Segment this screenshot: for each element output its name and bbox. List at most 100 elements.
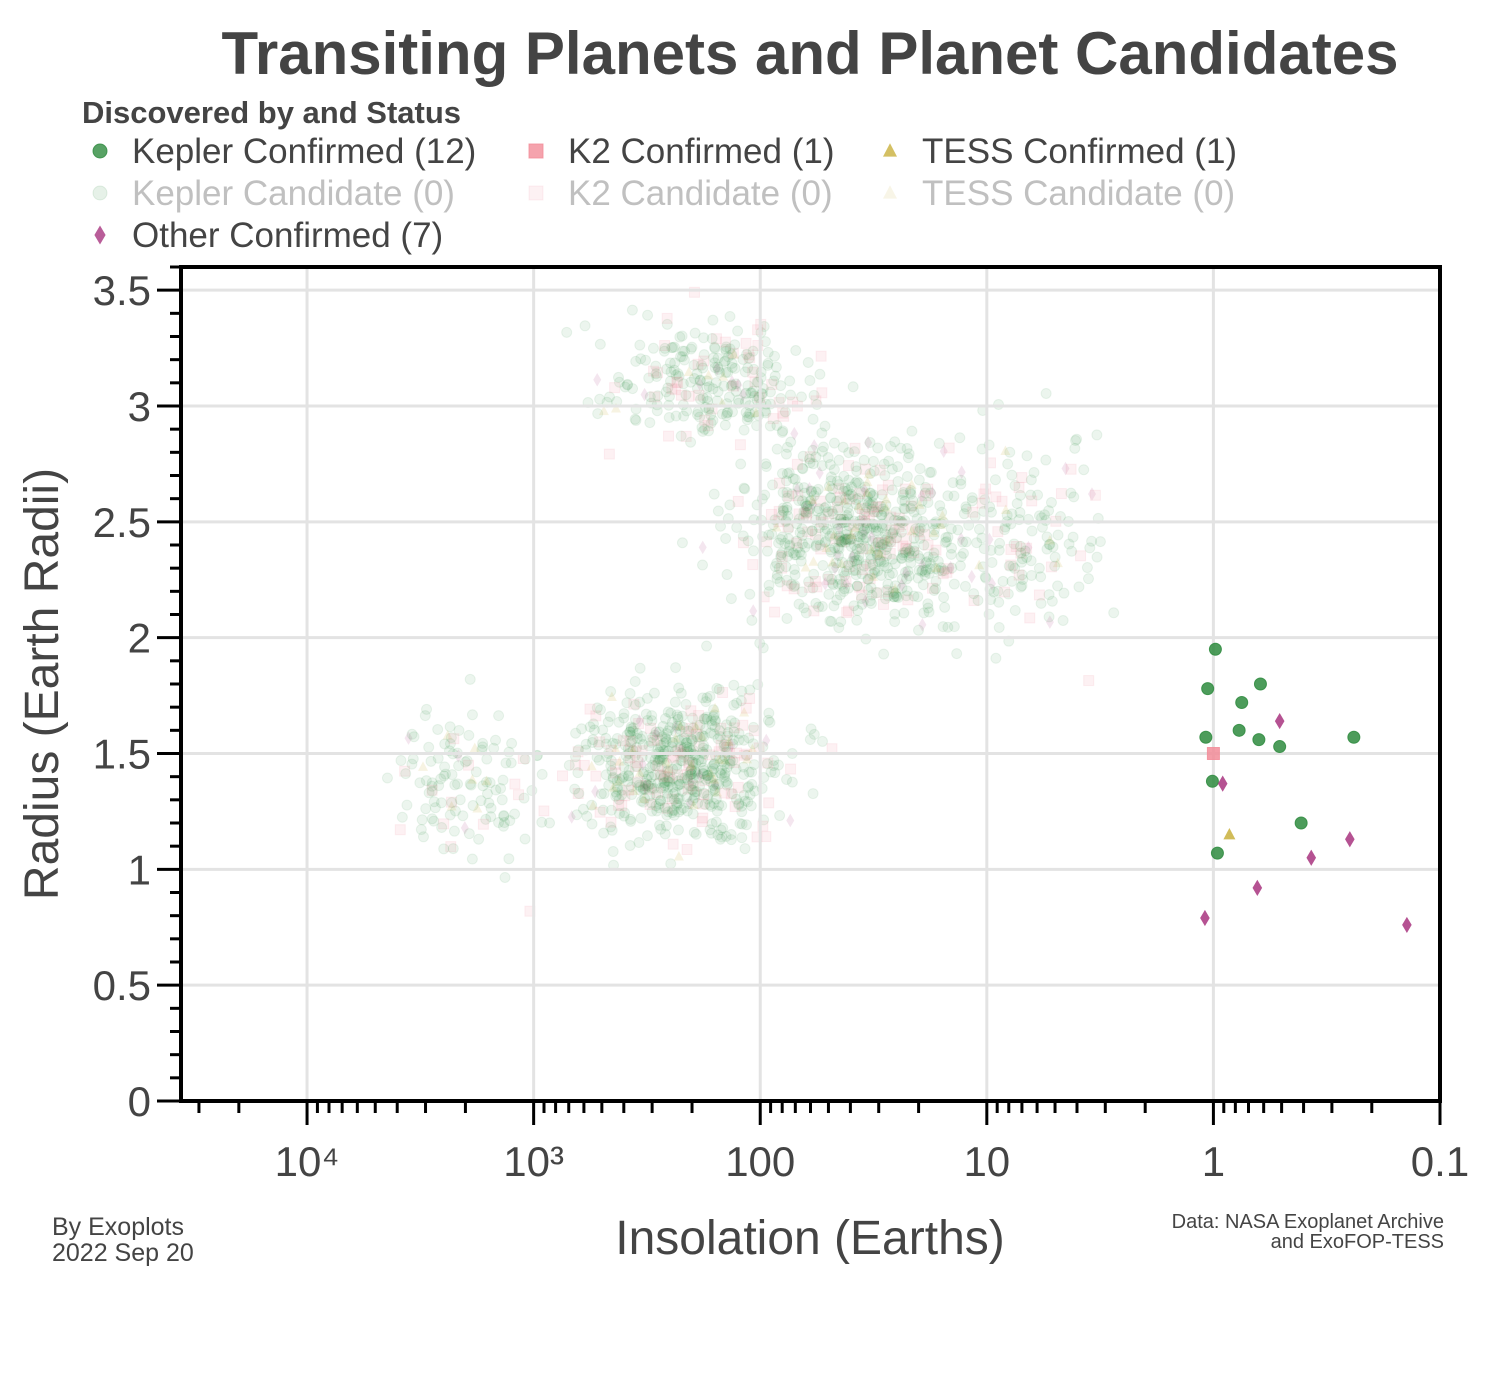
candidate-point — [645, 736, 657, 748]
candidate-point — [831, 475, 843, 487]
candidate-point — [808, 605, 820, 617]
candidate-point — [652, 726, 661, 741]
candidate-point — [708, 709, 720, 721]
data-point — [1306, 849, 1317, 866]
candidate-point — [769, 350, 781, 362]
candidate-point — [544, 817, 556, 829]
candidate-point — [687, 734, 699, 746]
candidate-point — [993, 596, 1005, 608]
candidate-point — [616, 784, 628, 796]
candidate-point — [436, 821, 448, 833]
candidate-point — [683, 798, 695, 810]
candidate-point — [635, 714, 644, 728]
candidate-point — [895, 442, 907, 454]
candidate-point — [641, 830, 653, 842]
candidate-point — [721, 569, 733, 581]
candidate-point — [874, 464, 886, 476]
candidate-point — [788, 583, 800, 595]
candidate-point — [948, 621, 960, 633]
candidate-point — [835, 514, 847, 526]
candidate-point — [444, 809, 456, 821]
candidate-point — [651, 805, 663, 817]
candidate-point — [643, 769, 655, 781]
candidate-point — [835, 616, 847, 628]
candidate-point — [503, 853, 515, 865]
candidate-point — [680, 430, 692, 442]
candidate-point — [729, 362, 741, 374]
candidate-point — [699, 799, 711, 811]
legend-entry: K2 Candidate (0) — [568, 174, 833, 213]
candidate-point — [936, 506, 948, 518]
candidate-point — [1040, 454, 1052, 466]
candidate-point — [658, 345, 670, 357]
candidate-point — [774, 477, 786, 489]
candidate-point — [876, 538, 888, 550]
candidate-point — [833, 534, 845, 546]
data-source: Data: NASA Exoplanet Archive and ExoFOP-… — [1172, 1212, 1444, 1252]
candidate-point — [663, 430, 675, 442]
candidate-point — [918, 618, 927, 632]
candidate-point — [733, 734, 745, 746]
candidate-point — [707, 779, 719, 791]
candidate-point — [660, 736, 672, 748]
candidate-point — [768, 760, 780, 772]
candidate-point — [708, 728, 720, 740]
candidate-point — [890, 506, 902, 518]
candidate-point — [828, 600, 840, 612]
candidate-point — [718, 740, 730, 752]
candidate-point — [842, 576, 851, 591]
candidate-point — [713, 746, 725, 758]
candidate-point — [563, 759, 575, 771]
candidate-point — [708, 798, 720, 810]
candidate-point — [805, 723, 817, 735]
candidate-point — [947, 477, 959, 489]
candidate-point — [578, 759, 590, 771]
candidate-point — [752, 340, 764, 352]
candidate-point — [865, 487, 877, 499]
candidate-point — [433, 780, 445, 792]
candidate-point — [826, 573, 838, 585]
candidate-point — [877, 503, 889, 515]
candidate-point — [695, 377, 704, 391]
data-point — [1205, 774, 1219, 788]
candidate-point — [659, 340, 671, 352]
candidate-point — [739, 795, 751, 807]
candidate-point — [743, 780, 755, 792]
candidate-point — [783, 467, 795, 479]
candidate-point — [624, 745, 636, 757]
candidate-point — [990, 652, 1002, 664]
candidate-point — [616, 799, 628, 811]
candidate-point — [670, 410, 682, 422]
candidate-point — [675, 351, 687, 363]
candidate-point — [960, 536, 972, 548]
candidate-point — [822, 570, 834, 582]
candidate-point — [792, 490, 804, 502]
candidate-point — [670, 726, 682, 738]
candidate-point — [787, 547, 799, 559]
candidate-point — [713, 362, 722, 376]
candidate-point — [931, 562, 942, 573]
candidate-point — [820, 501, 832, 513]
candidate-point — [449, 779, 461, 791]
candidate-point — [683, 759, 695, 771]
candidate-point — [809, 497, 818, 512]
legend-marker — [92, 143, 108, 159]
candidate-point — [656, 761, 668, 773]
candidate-point — [728, 375, 737, 389]
candidate-point — [776, 562, 788, 574]
candidate-point — [381, 772, 393, 784]
candidate-point — [748, 545, 760, 557]
candidate-point — [844, 534, 856, 546]
candidate-point — [880, 528, 892, 540]
candidate-point — [864, 559, 876, 571]
candidate-point — [900, 566, 912, 578]
candidate-point — [906, 479, 917, 489]
candidate-point — [840, 533, 852, 545]
candidate-point — [739, 483, 751, 495]
candidate-point — [806, 525, 818, 537]
candidate-point — [744, 684, 756, 696]
candidate-point — [743, 766, 755, 778]
candidate-point — [892, 461, 904, 473]
candidate-point — [960, 503, 972, 515]
candidate-point — [908, 590, 920, 602]
